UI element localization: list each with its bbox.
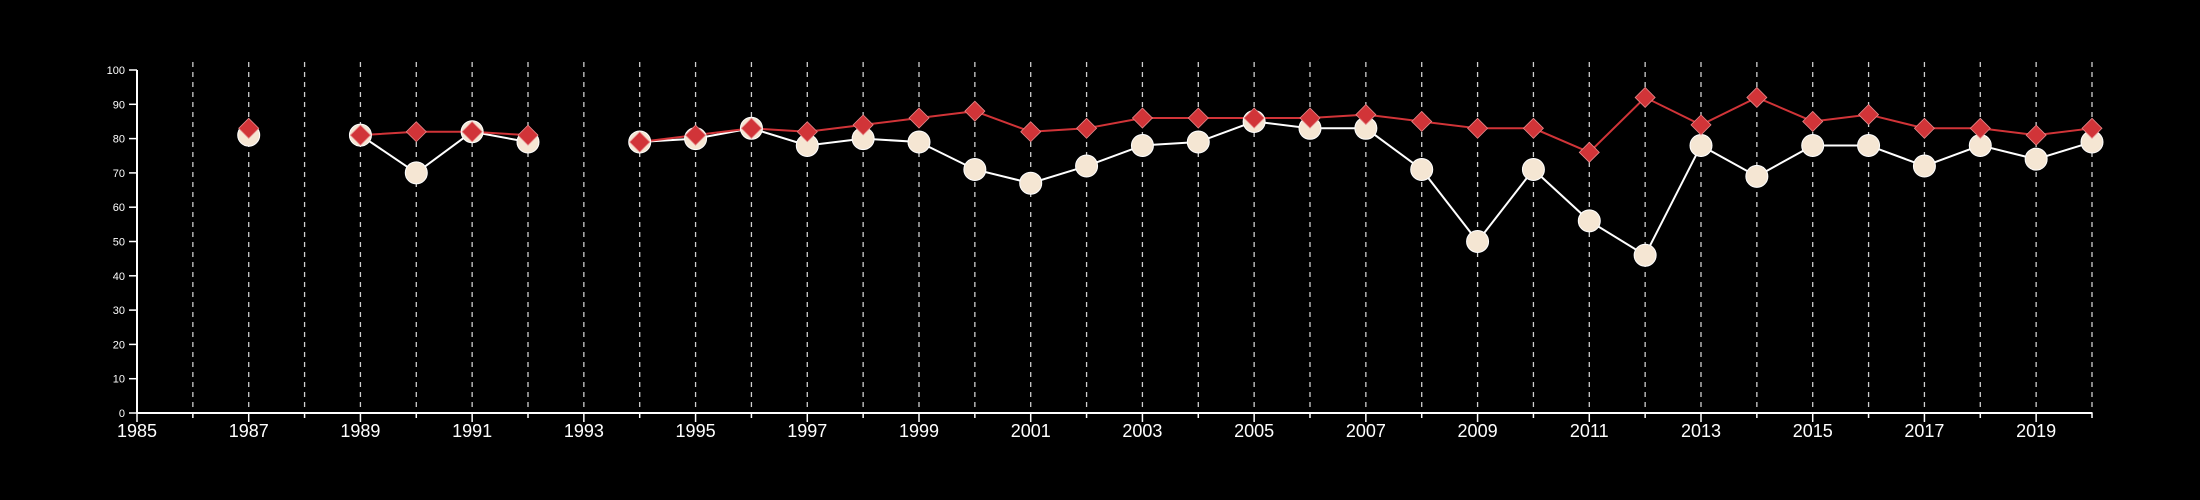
series-2-point (1411, 110, 1433, 133)
series-1-point (1521, 157, 1545, 181)
series-2-point (2025, 124, 2047, 146)
series-1-point (1912, 154, 1936, 178)
series-2-point (1076, 117, 1098, 139)
y-tick-label: 0 (119, 408, 125, 420)
x-tick-label: 1993 (564, 421, 604, 441)
series-1-point (1689, 133, 1713, 157)
series-2-point (1131, 107, 1153, 129)
series-2-point (1467, 117, 1489, 139)
series-2-point (1187, 107, 1209, 129)
series-2-point (796, 121, 818, 143)
x-tick-label: 2011 (1570, 421, 1609, 441)
x-tick-label: 2001 (1011, 421, 1051, 441)
series-1-point (1130, 133, 1154, 157)
series-2-point (964, 100, 986, 122)
series-2-point (517, 124, 539, 146)
series-2-point (349, 124, 371, 146)
vertical-gridlines (192, 62, 2093, 413)
x-tick-label: 2015 (1793, 421, 1833, 441)
series-1-point (1745, 164, 1769, 188)
series-2-point (685, 124, 707, 146)
x-tick-label: 2009 (1458, 421, 1498, 441)
series-2-point (1299, 107, 1321, 129)
series-2-point (908, 107, 930, 129)
x-tick-label: 1985 (117, 421, 157, 441)
series-2-point (238, 117, 260, 139)
x-tick-label: 2013 (1681, 421, 1721, 441)
series-2-point (740, 117, 762, 139)
series-1-point (1466, 230, 1490, 253)
series-1-point (963, 157, 987, 181)
x-tick-label: 2007 (1346, 421, 1386, 441)
x-tick-label: 1997 (787, 421, 827, 441)
series-2-point (1578, 141, 1600, 163)
series-1-point (1857, 133, 1881, 157)
x-tick-label: 1995 (676, 421, 716, 441)
series-2-point (1969, 117, 1991, 139)
axes: 0 10 20 30 40 50 60 70 80 90 100 1985 1987 1989 1991 19… (107, 65, 2093, 441)
x-tick-label: 2017 (1904, 421, 1944, 441)
series-2-point (1243, 107, 1265, 129)
series-2-point (1802, 110, 1824, 133)
series-1-point (1019, 171, 1043, 195)
y-tick-label: 80 (113, 134, 125, 146)
y-tick-label: 90 (113, 99, 125, 111)
series-1-point (404, 161, 428, 185)
series-2-point (1746, 86, 1768, 109)
x-tick-label: 2005 (1234, 421, 1274, 441)
series-1-point (1075, 154, 1099, 178)
y-tick-label: 20 (113, 339, 125, 351)
series-1-point (907, 130, 931, 154)
x-tick-label: 2019 (2016, 421, 2056, 441)
series-2-point (852, 114, 874, 136)
x-tick-label: 1987 (229, 421, 269, 441)
series-2-point (405, 121, 427, 143)
y-tick-label: 100 (107, 65, 125, 77)
x-tick-label: 2003 (1122, 421, 1162, 441)
series-2-point (1690, 114, 1712, 136)
y-tick-label: 60 (113, 202, 125, 214)
x-tick-label: 1989 (340, 421, 380, 441)
series-2-point (1020, 121, 1042, 143)
series-2-point (1634, 86, 1656, 109)
series-group (237, 86, 2104, 267)
series-2-point (1522, 117, 1544, 139)
series-1-point (1410, 157, 1434, 181)
series-1-point (1577, 209, 1601, 233)
series-2-point (629, 131, 651, 153)
series-2-point (1913, 117, 1935, 139)
y-tick-label: 70 (113, 168, 125, 180)
x-tick-label: 1991 (452, 421, 492, 441)
y-tick-label: 30 (113, 305, 125, 317)
series-2-point (1355, 104, 1377, 126)
series-1-point (1801, 133, 1825, 157)
series-1-point (1186, 130, 1210, 154)
series-2-point (461, 121, 483, 143)
series-2-point (1858, 104, 1880, 126)
series-1-point (2024, 147, 2048, 171)
y-tick-label: 10 (113, 374, 125, 386)
series-1-line (359, 130, 529, 175)
series-2-line (360, 130, 529, 137)
series-2-point (2081, 117, 2103, 139)
y-tick-label: 40 (113, 271, 125, 283)
x-tick-label: 1999 (899, 421, 939, 441)
y-tick-label: 50 (113, 237, 125, 249)
series-1-point (1633, 243, 1657, 267)
